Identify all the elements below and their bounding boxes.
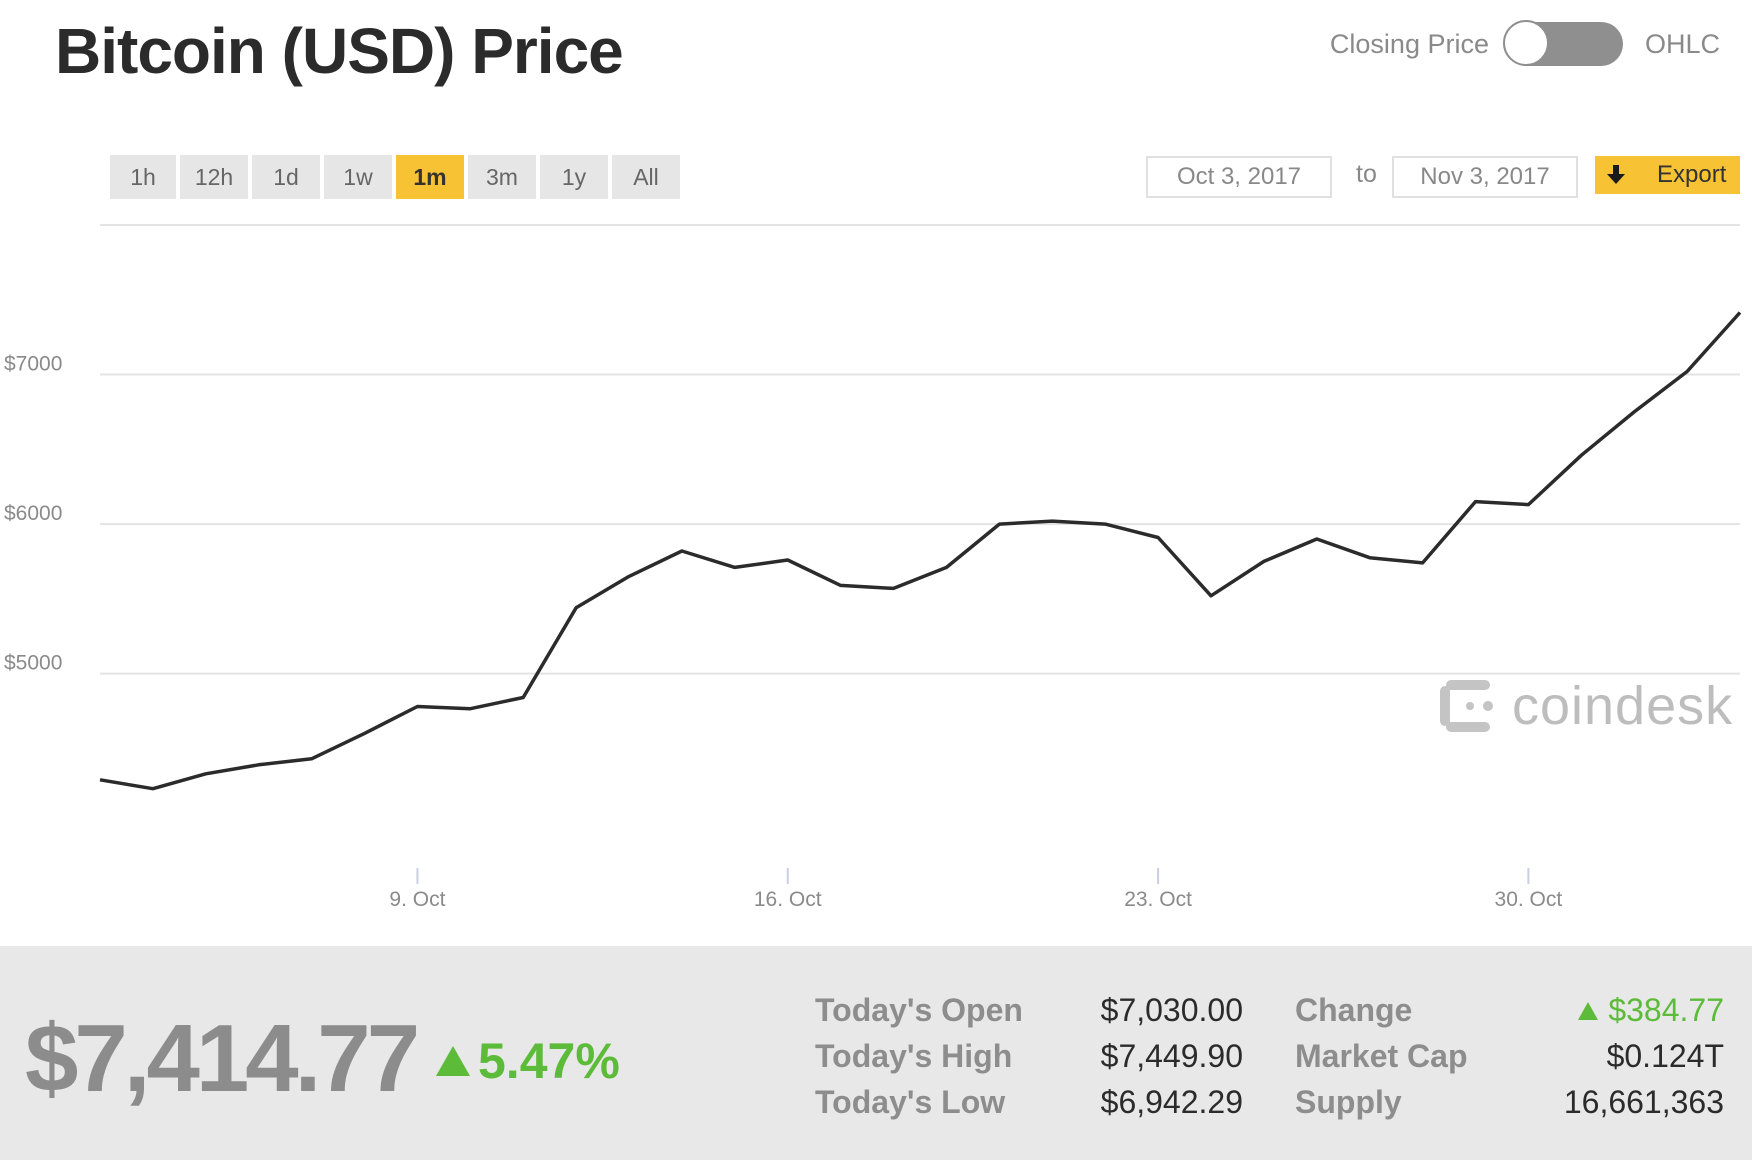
time-range-selector: 1h 12h 1d 1w 1m 3m 1y All [110,155,684,199]
download-arrow-icon [1607,165,1625,184]
x-tick-label: 16. Oct [754,888,822,911]
change-value: $384.77 [1480,992,1724,1029]
range-button-1m[interactable]: 1m [396,155,464,199]
range-button-1y[interactable]: 1y [540,155,608,199]
y-tick-label: $7000 [4,353,62,376]
end-date-input[interactable]: Nov 3, 2017 [1392,156,1578,198]
tick-layer: $5000 $6000 $7000 9. Oct 16. Oct 23. Oct 30. O… [4,353,1562,911]
range-button-1w[interactable]: 1w [324,155,392,199]
change-percent-value: 5.47% [478,1033,620,1089]
todays-open-value: $7,030.00 [1100,992,1243,1028]
coindesk-logo: coindesk [1440,675,1733,737]
change-label: Change [1295,992,1413,1028]
x-tick-label: 9. Oct [389,888,445,911]
coindesk-logo-icon [1440,680,1493,732]
todays-high-value: $7,449.90 [1100,1038,1243,1074]
page-title: Bitcoin (USD) Price [55,15,624,87]
price-line-series [99,311,1742,791]
start-date-input[interactable]: Oct 3, 2017 [1146,156,1332,198]
todays-open-label: Today's Open [815,992,1023,1028]
export-label: Export [1657,161,1727,188]
price-stats-panel: $7,414.77 5.47% Today's Open $7,030.00 T… [0,946,1752,1160]
closing-ohlc-toggle[interactable] [1502,20,1623,66]
range-button-1h[interactable]: 1h [110,155,176,199]
x-tick-label: 23. Oct [1124,888,1192,911]
y-tick-label: $6000 [4,502,62,525]
todays-low-label: Today's Low [815,1084,1006,1120]
market-cap-label: Market Cap [1295,1038,1468,1074]
todays-low-value: $6,942.29 [1100,1084,1243,1120]
range-button-1d[interactable]: 1d [252,155,320,199]
up-triangle-icon [436,1046,470,1076]
market-cap-value: $0.124T [1606,1038,1724,1074]
view-toggle-group: Closing Price OHLC [1329,20,1720,66]
toggle-knob[interactable] [1502,20,1549,66]
supply-label: Supply [1295,1084,1402,1120]
change-amount: $384.77 [1608,992,1724,1028]
range-button-all[interactable]: All [612,155,680,199]
export-button[interactable]: Export [1595,156,1740,194]
range-button-12h[interactable]: 12h [180,155,248,199]
current-price: $7,414.77 [25,1005,420,1112]
grid-layer [100,224,1740,675]
up-triangle-icon [1578,1001,1599,1020]
coindesk-wordmark: coindesk [1512,676,1734,736]
change-percent: 5.47% [436,1032,620,1090]
price-chart[interactable]: $5000 $6000 $7000 9. Oct 16. Oct 23. Oct 30. O… [0,0,1752,946]
supply-value: 16,661,363 [1563,1084,1724,1120]
y-tick-label: $5000 [4,652,62,675]
todays-high-label: Today's High [815,1038,1013,1074]
range-button-3m[interactable]: 3m [468,155,536,199]
closing-price-label: Closing Price [1329,28,1489,59]
ohlc-label: OHLC [1644,28,1720,59]
x-tick-label: 30. Oct [1495,888,1563,911]
date-to-label: to [1356,160,1377,188]
